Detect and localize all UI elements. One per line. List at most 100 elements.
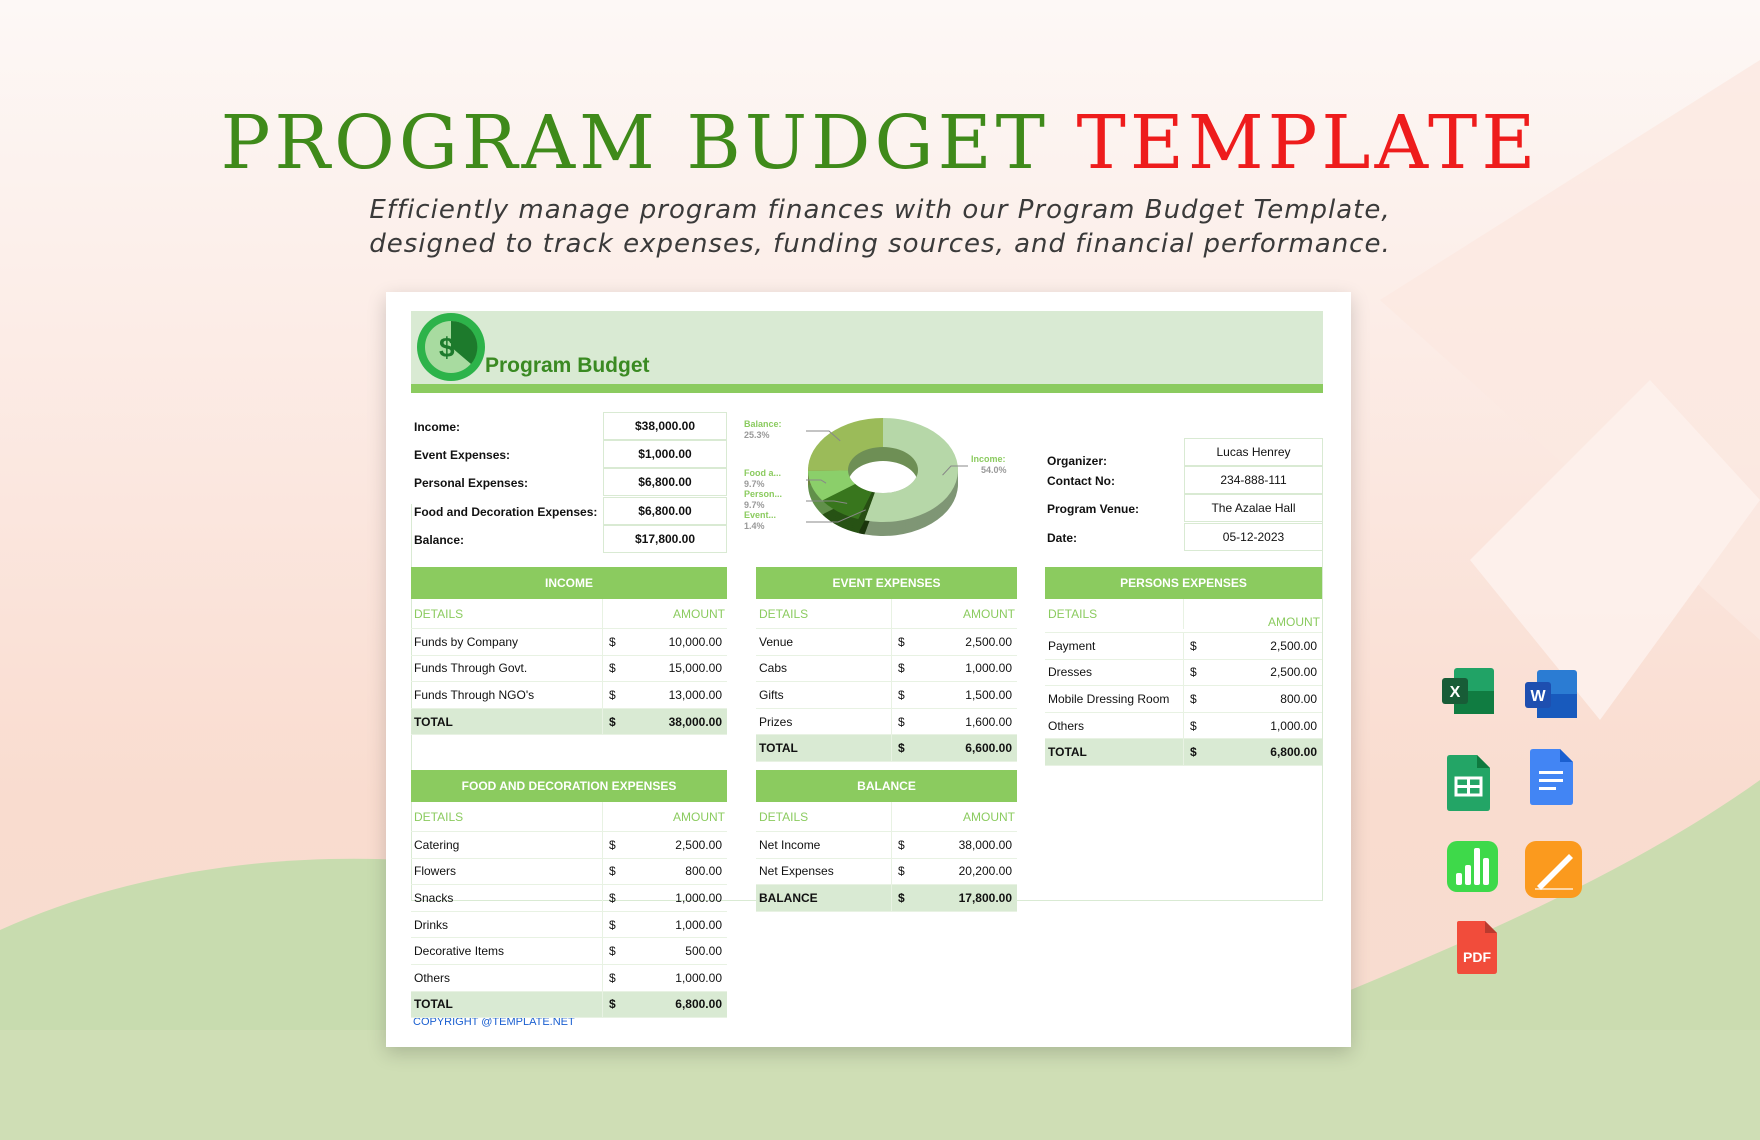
svg-text:W: W (1530, 688, 1546, 705)
cell-details: TOTAL (411, 708, 603, 735)
copyright: COPYRIGHT @TEMPLATE.NET (413, 1016, 575, 1028)
table-row: Funds Through Govt. $15,000.00 (411, 655, 727, 683)
leader-line (806, 430, 841, 442)
cell-details: Funds Through Govt. (411, 655, 603, 682)
table-header: PERSONS EXPENSES (1045, 567, 1322, 599)
cell-currency: $ (609, 837, 616, 852)
cell-amount: 800.00 (1280, 691, 1317, 706)
svg-text:X: X (1450, 684, 1461, 701)
cell-amount: 800.00 (685, 864, 722, 879)
table-header: BALANCE (756, 770, 1017, 802)
cell-currency: $ (1190, 638, 1197, 653)
cell-details: DETAILS (756, 599, 892, 628)
leader-line (806, 509, 866, 523)
cell-details: DETAILS (411, 802, 603, 831)
cell-amount: AMOUNT (673, 809, 725, 824)
cell-amount: 500.00 (685, 944, 722, 959)
cell-currency: $ (1190, 718, 1197, 733)
table-row: Payment $2,500.00 (1045, 633, 1322, 660)
cell-details: Drinks (411, 911, 603, 938)
cell-details: Mobile Dressing Room (1045, 686, 1184, 712)
slice-percent: 1.4% (744, 521, 765, 531)
cell-details: Gifts (756, 682, 892, 708)
cell-amount: 15,000.00 (668, 661, 722, 676)
table-row: Others $1,000.00 (1045, 712, 1322, 740)
google-sheets-icon[interactable] (1447, 755, 1507, 815)
cell-details: Decorative Items (411, 938, 603, 964)
table-header: INCOME (411, 567, 727, 599)
table-row: Decorative Items $500.00 (411, 938, 727, 965)
summary-label: Food and Decoration Expenses: (414, 504, 598, 519)
column-header-row: DETAILS AMOUNT (411, 599, 727, 629)
cell-details: Funds by Company (411, 629, 603, 655)
leader-line (942, 465, 968, 476)
cell-amount: 2,500.00 (965, 634, 1012, 649)
cell-details: Payment (1045, 633, 1184, 659)
info-value: The Azalae Hall (1184, 494, 1323, 523)
cell-currency: $ (898, 634, 905, 649)
column-header-row: DETAILS AMOUNT (756, 599, 1017, 629)
table-row: Prizes $1,600.00 (756, 708, 1017, 736)
total-row: TOTAL $6,800.00 (1045, 739, 1322, 766)
info-value: Lucas Henrey (1184, 438, 1323, 466)
subtitle-line-2: designed to track expenses, funding sour… (369, 229, 1391, 259)
cell-details: Net Income (756, 832, 892, 858)
cell-amount: 6,800.00 (1270, 745, 1317, 760)
cell-currency: $ (609, 661, 616, 676)
cell-details: DETAILS (1045, 599, 1184, 629)
cell-amount: AMOUNT (673, 606, 725, 621)
cell-amount: AMOUNT (963, 606, 1015, 621)
slice-label: Food a... (744, 468, 781, 478)
cell-currency: $ (1190, 745, 1197, 760)
word-icon[interactable]: W (1525, 670, 1585, 730)
cell-amount: 38,000.00 (668, 714, 722, 729)
leader-line (806, 479, 827, 484)
table-row: Net Expenses $20,200.00 (756, 858, 1017, 886)
table-header: FOOD AND DECORATION EXPENSES (411, 770, 727, 802)
total-row: TOTAL $6,800.00 (411, 991, 727, 1019)
donut-hole (848, 461, 918, 493)
column-header-row: DETAILS AMOUNT (756, 802, 1017, 832)
cell-details: BALANCE (756, 885, 892, 911)
table-row: Drinks $1,000.00 (411, 911, 727, 939)
cell-details: Prizes (756, 708, 892, 735)
cell-currency: $ (898, 687, 905, 702)
table-row: Dresses $2,500.00 (1045, 659, 1322, 687)
cell-details: Others (1045, 712, 1184, 739)
cell-amount: 13,000.00 (668, 687, 722, 702)
excel-icon[interactable]: X (1442, 668, 1502, 728)
info-label: Program Venue: (1047, 502, 1140, 517)
cell-currency: $ (1190, 691, 1197, 706)
cell-currency: $ (898, 661, 905, 676)
cell-amount: 1,000.00 (675, 970, 722, 985)
table-row: Venue $2,500.00 (756, 629, 1017, 656)
slice-label: Person... (744, 489, 782, 499)
pdf-icon[interactable]: PDF (1457, 921, 1517, 981)
total-row: BALANCE $17,800.00 (756, 885, 1017, 912)
cell-details: Flowers (411, 858, 603, 885)
cell-amount: 2,500.00 (1270, 638, 1317, 653)
table-income: INCOME DETAILS AMOUNT Funds by Company $10,0… (411, 567, 727, 736)
cell-details: Net Expenses (756, 858, 892, 885)
table-row: Snacks $1,000.00 (411, 885, 727, 912)
numbers-icon[interactable] (1447, 841, 1507, 901)
table-row: Gifts $1,500.00 (756, 682, 1017, 709)
slice-label: Event... (744, 510, 776, 520)
google-docs-icon[interactable] (1530, 749, 1590, 809)
summary-value: $6,800.00 (603, 496, 727, 525)
cell-amount: 1,500.00 (965, 687, 1012, 702)
cell-amount: 38,000.00 (958, 837, 1012, 852)
leader-line (806, 500, 848, 504)
info-label: Organizer: (1047, 454, 1108, 468)
table-balance: BALANCE DETAILS AMOUNT Net Income $38,000.00… (756, 770, 1017, 912)
cell-currency: $ (609, 917, 616, 932)
summary-value: $1,000.00 (603, 440, 727, 469)
info-value: 234-888-111 (1184, 466, 1323, 495)
table-row: Mobile Dressing Room $800.00 (1045, 686, 1322, 713)
cell-details: Cabs (756, 655, 892, 682)
slice-percent: 25.3% (744, 430, 770, 440)
pages-icon[interactable] (1525, 841, 1585, 901)
cell-details: Others (411, 964, 603, 991)
cell-currency: $ (609, 714, 616, 729)
